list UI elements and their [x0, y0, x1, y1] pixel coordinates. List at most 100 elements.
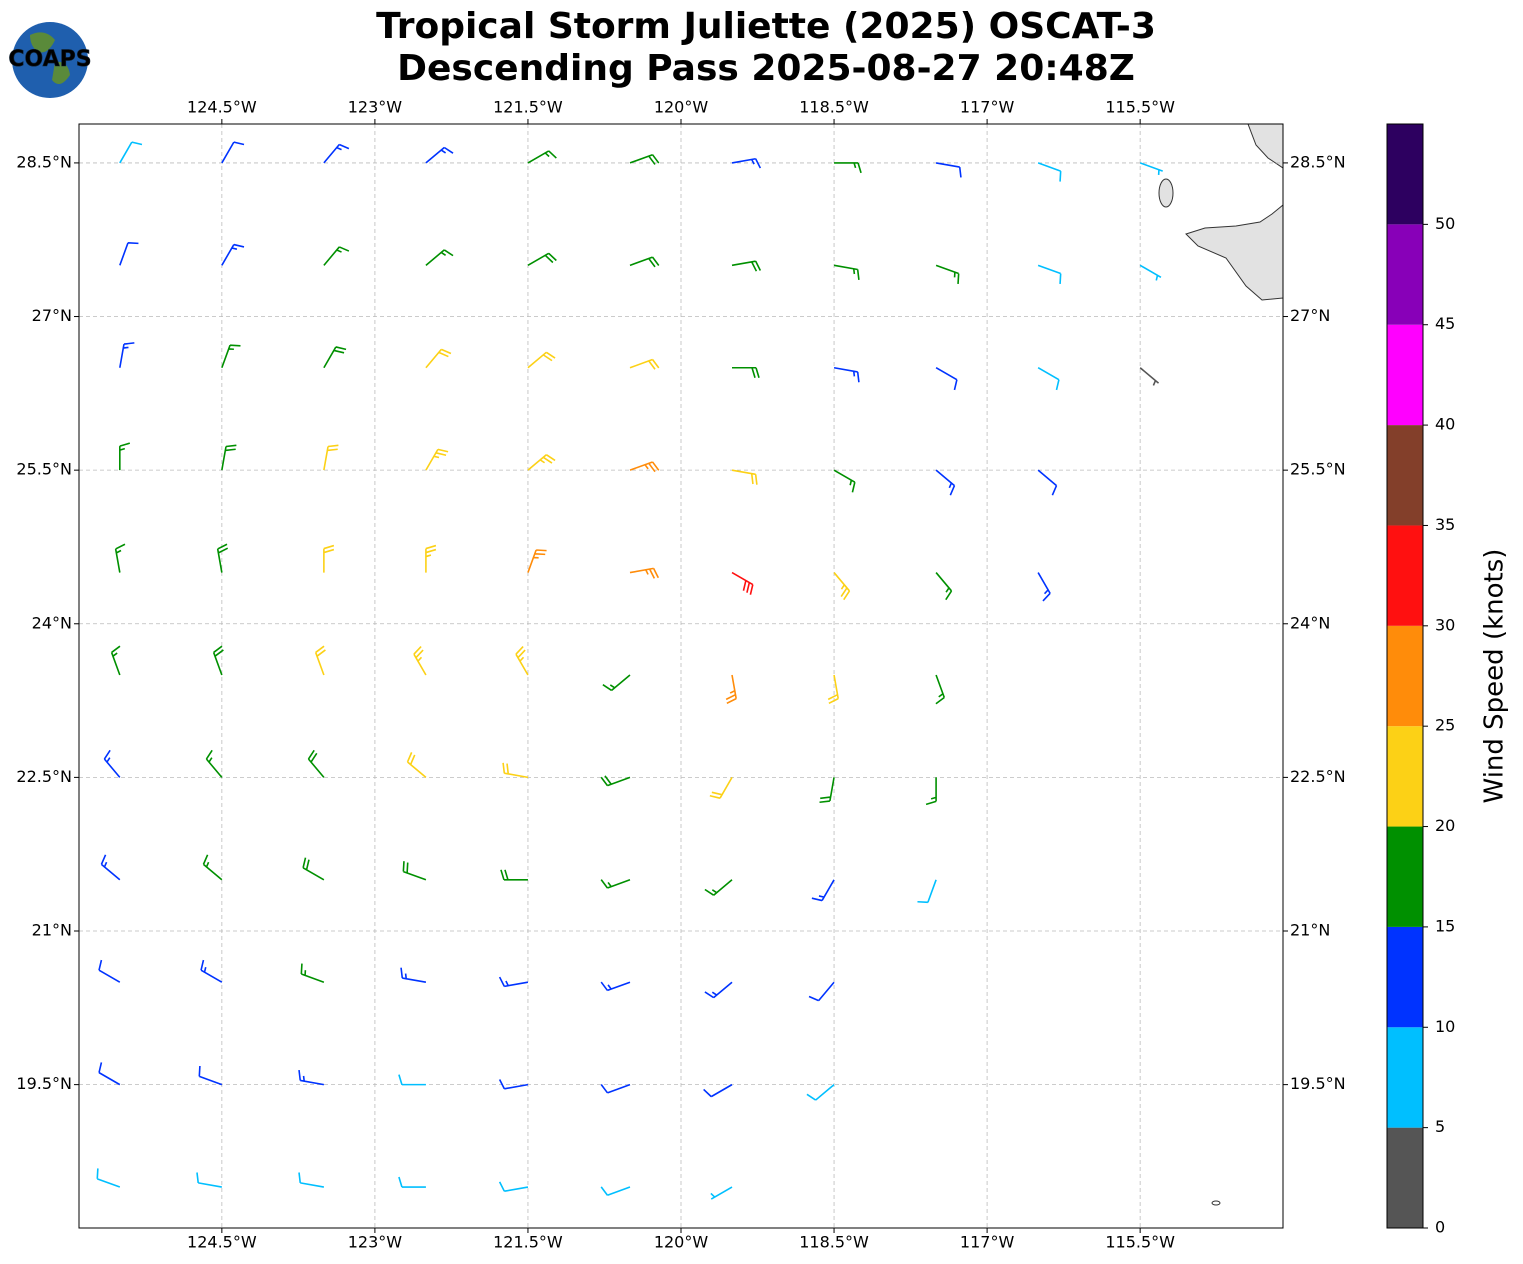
- colorbar-segment: [1387, 224, 1423, 325]
- wind-barb: [731, 260, 762, 272]
- y-tick-label: 27°N: [1290, 306, 1330, 325]
- colorbar-tick-label: 5: [1435, 1117, 1445, 1136]
- x-tick-label: 124.5°W: [187, 98, 257, 117]
- wind-barb: [198, 1065, 223, 1086]
- wind-barb: [725, 674, 737, 705]
- island: [1211, 1200, 1221, 1206]
- y-tick-label: 19.5°N: [1290, 1074, 1346, 1093]
- wind-barb: [307, 749, 325, 778]
- wind-barb: [221, 141, 245, 164]
- wind-barb: [200, 959, 223, 983]
- wind-barb: [732, 366, 760, 378]
- wind-barb: [515, 646, 529, 676]
- wind-barb: [98, 1062, 121, 1086]
- wind-barb: [302, 857, 325, 881]
- wind-barb: [703, 1083, 733, 1098]
- wind-barb: [935, 264, 960, 285]
- wind-barb: [323, 143, 350, 164]
- colorbar-segment: [1387, 1127, 1423, 1228]
- wind-barb: [110, 645, 121, 676]
- wind-barb: [808, 981, 835, 1002]
- wind-barb: [527, 454, 556, 471]
- colorbar-tick-label: 50: [1435, 214, 1455, 233]
- wind-barb: [398, 1074, 426, 1086]
- x-tick-label: 121.5°W: [493, 98, 563, 117]
- colorbar-tick-label: 35: [1435, 515, 1455, 534]
- wind-barb: [502, 762, 529, 779]
- wind-barb: [602, 674, 631, 692]
- x-tick-label: 123°W: [348, 1233, 403, 1252]
- wind-barb: [498, 1181, 529, 1192]
- wind-barb: [96, 1168, 121, 1188]
- logo-land: [30, 32, 70, 84]
- wind-barb: [833, 366, 860, 383]
- wind-barb: [425, 249, 454, 266]
- wind-barb: [704, 879, 733, 896]
- wind-barb: [1037, 572, 1051, 602]
- wind-barb: [600, 981, 631, 992]
- y-tick-label: 24°N: [32, 613, 72, 632]
- x-tick-label: 121.5°W: [493, 1233, 563, 1252]
- wind-barb: [100, 854, 121, 881]
- wind-barb: [527, 549, 547, 573]
- wind-barb: [212, 645, 224, 676]
- colorbar-segment: [1387, 124, 1423, 225]
- colorbar-frame: [1386, 123, 1424, 1229]
- wind-barb: [1037, 367, 1060, 391]
- wind-barb: [498, 1079, 529, 1090]
- wind-barb: [119, 141, 143, 164]
- wind-barb: [1037, 162, 1062, 182]
- wind-barb: [935, 162, 962, 178]
- x-tick-label: 118.5°W: [799, 1233, 869, 1252]
- chart-title: Tropical Storm Juliette (2025) OSCAT-3: [376, 6, 1156, 47]
- wind-barb: [527, 252, 557, 267]
- colorbar-tick-label: 45: [1435, 314, 1455, 333]
- colorbar: 0 5 10 15 20 25 30 35 40 45 50: [1386, 123, 1455, 1237]
- wind-barb: [425, 448, 449, 471]
- coastline: [1185, 204, 1283, 301]
- wind-barb: [114, 543, 126, 573]
- wind-barb: [629, 567, 660, 579]
- wind-barb: [425, 544, 437, 573]
- wind-barb: [629, 153, 660, 165]
- wind-barb: [833, 572, 851, 601]
- wind-barb: [935, 674, 946, 705]
- wind-barb: [600, 775, 631, 787]
- y-tick-label: 19.5°N: [16, 1074, 72, 1093]
- wind-barb: [834, 162, 862, 174]
- x-tick-label: 124.5°W: [187, 1233, 257, 1252]
- island: [1158, 178, 1174, 208]
- wind-barb: [98, 959, 121, 983]
- wind-barb: [935, 572, 953, 601]
- coastline: [1247, 124, 1283, 169]
- wind-barb: [709, 776, 733, 799]
- wind-barb: [298, 1069, 325, 1086]
- wind-barb: [196, 1172, 222, 1188]
- wind-barb: [527, 351, 556, 369]
- wind-barb: [600, 1186, 631, 1196]
- wind-barb: [398, 1176, 426, 1188]
- wind-barb: [119, 442, 131, 471]
- wind-barb: [323, 346, 347, 369]
- wind-barb: [425, 146, 454, 164]
- wind-barb: [527, 150, 557, 164]
- logo: COAPS: [8, 22, 92, 98]
- colorbar-tick-label: 0: [1435, 1218, 1445, 1237]
- wind-barb: [1139, 264, 1162, 281]
- wind-barb: [1139, 367, 1160, 386]
- wind-barb: [710, 1186, 733, 1200]
- wind-barb: [300, 963, 325, 983]
- wind-barb: [600, 879, 631, 889]
- wind-barb: [1139, 162, 1163, 176]
- wind-barb: [600, 1083, 631, 1094]
- colorbar-tick-label: 25: [1435, 716, 1455, 735]
- y-tick-label: 22.5°N: [1290, 767, 1346, 786]
- wind-barb: [400, 967, 427, 983]
- colorbar-tick-label: 30: [1435, 615, 1455, 634]
- grid: 124.5°W 124.5°W 123°W 123°W 121.5°W 121.5°W 12…: [16, 98, 1345, 1252]
- wind-barb: [917, 879, 937, 904]
- wind-barb: [406, 752, 427, 779]
- wind-barb: [402, 861, 427, 881]
- y-tick-label: 27°N: [32, 306, 72, 325]
